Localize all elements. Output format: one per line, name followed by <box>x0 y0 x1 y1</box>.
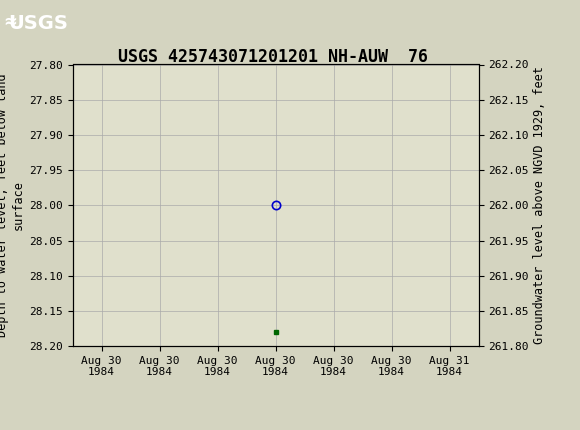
Text: USGS 425743071201201 NH-AUW  76: USGS 425743071201201 NH-AUW 76 <box>118 48 427 66</box>
Text: ≈: ≈ <box>3 12 17 31</box>
Text: USGS: USGS <box>9 14 68 33</box>
Y-axis label: Groundwater level above NGVD 1929, feet: Groundwater level above NGVD 1929, feet <box>533 66 546 344</box>
Y-axis label: Depth to water level, feet below land
surface: Depth to water level, feet below land su… <box>0 74 25 337</box>
